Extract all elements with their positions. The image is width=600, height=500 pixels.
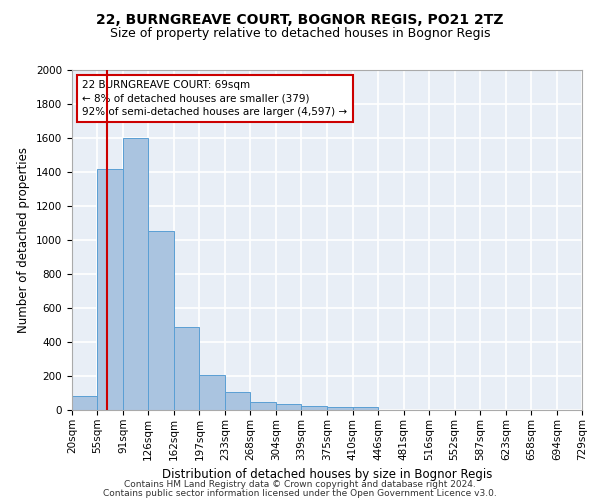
Bar xyxy=(225,392,250,410)
Bar xyxy=(301,406,328,410)
Bar xyxy=(328,406,353,410)
Bar xyxy=(199,375,225,410)
Text: Contains public sector information licensed under the Open Government Licence v3: Contains public sector information licen… xyxy=(103,488,497,498)
Bar xyxy=(250,402,276,410)
X-axis label: Distribution of detached houses by size in Bognor Regis: Distribution of detached houses by size … xyxy=(162,468,492,481)
Text: Size of property relative to detached houses in Bognor Regis: Size of property relative to detached ho… xyxy=(110,28,490,40)
Bar xyxy=(353,408,379,410)
Text: 22, BURNGREAVE COURT, BOGNOR REGIS, PO21 2TZ: 22, BURNGREAVE COURT, BOGNOR REGIS, PO21… xyxy=(96,12,504,26)
Bar xyxy=(123,138,148,410)
Text: 22 BURNGREAVE COURT: 69sqm
← 8% of detached houses are smaller (379)
92% of semi: 22 BURNGREAVE COURT: 69sqm ← 8% of detac… xyxy=(82,80,347,116)
Bar xyxy=(276,404,301,410)
Bar xyxy=(174,326,199,410)
Y-axis label: Number of detached properties: Number of detached properties xyxy=(17,147,31,333)
Bar xyxy=(148,232,174,410)
Bar xyxy=(72,396,97,410)
Bar xyxy=(97,168,123,410)
Text: Contains HM Land Registry data © Crown copyright and database right 2024.: Contains HM Land Registry data © Crown c… xyxy=(124,480,476,489)
